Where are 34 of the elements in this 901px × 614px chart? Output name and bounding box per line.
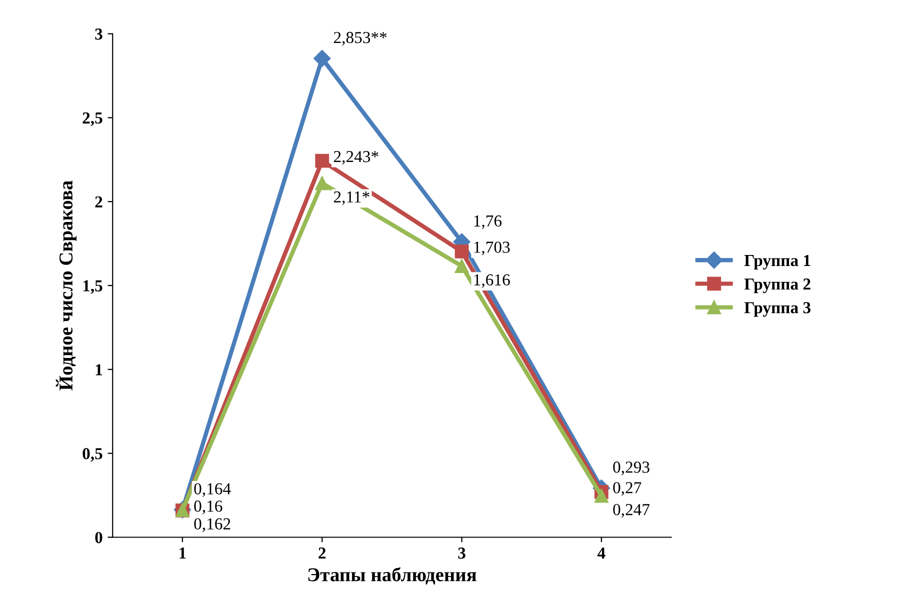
x-axis-title: Этапы наблюдения — [308, 567, 476, 585]
point — [454, 244, 469, 258]
y-tick-label: 0 — [95, 532, 102, 544]
data-label: 1,616 — [474, 274, 510, 288]
y-tick-label: 2,5 — [82, 112, 102, 126]
point — [315, 176, 330, 190]
x-tick-label: 2 — [318, 548, 326, 559]
x-tick-label: 4 — [597, 548, 606, 559]
legend-label: Группа 3 — [744, 302, 810, 317]
data-label: 0,16 — [194, 500, 222, 514]
data-label: 0,27 — [613, 482, 642, 496]
data-label: 0,293 — [613, 462, 650, 476]
data-label: 1,76 — [474, 215, 502, 229]
point — [314, 50, 331, 67]
y-tick-label: 0,5 — [82, 448, 102, 462]
data-label: 2,853** — [334, 32, 387, 46]
data-label: 1,703 — [474, 242, 510, 256]
y-tick-label: 2 — [95, 196, 102, 208]
point — [594, 488, 608, 503]
point — [315, 154, 330, 168]
data-label: 0,162 — [194, 518, 230, 532]
legend-label: Группа 2 — [744, 278, 810, 294]
point — [454, 259, 469, 273]
y-axis-title: Йодное число Свракова — [56, 180, 77, 390]
y-tick-label: 1 — [96, 364, 102, 376]
y-tick-label: 1,5 — [83, 280, 102, 294]
data-label: 0,247 — [613, 504, 650, 518]
x-tick-label: 1 — [180, 548, 186, 559]
data-label: 0,164 — [194, 483, 231, 497]
y-tick-label: 3 — [95, 28, 102, 40]
x-tick-label: 3 — [458, 548, 466, 559]
legend-label: Группа 1 — [744, 254, 810, 270]
data-label: 2,243* — [334, 151, 378, 165]
data-label: 2,11* — [334, 191, 370, 205]
